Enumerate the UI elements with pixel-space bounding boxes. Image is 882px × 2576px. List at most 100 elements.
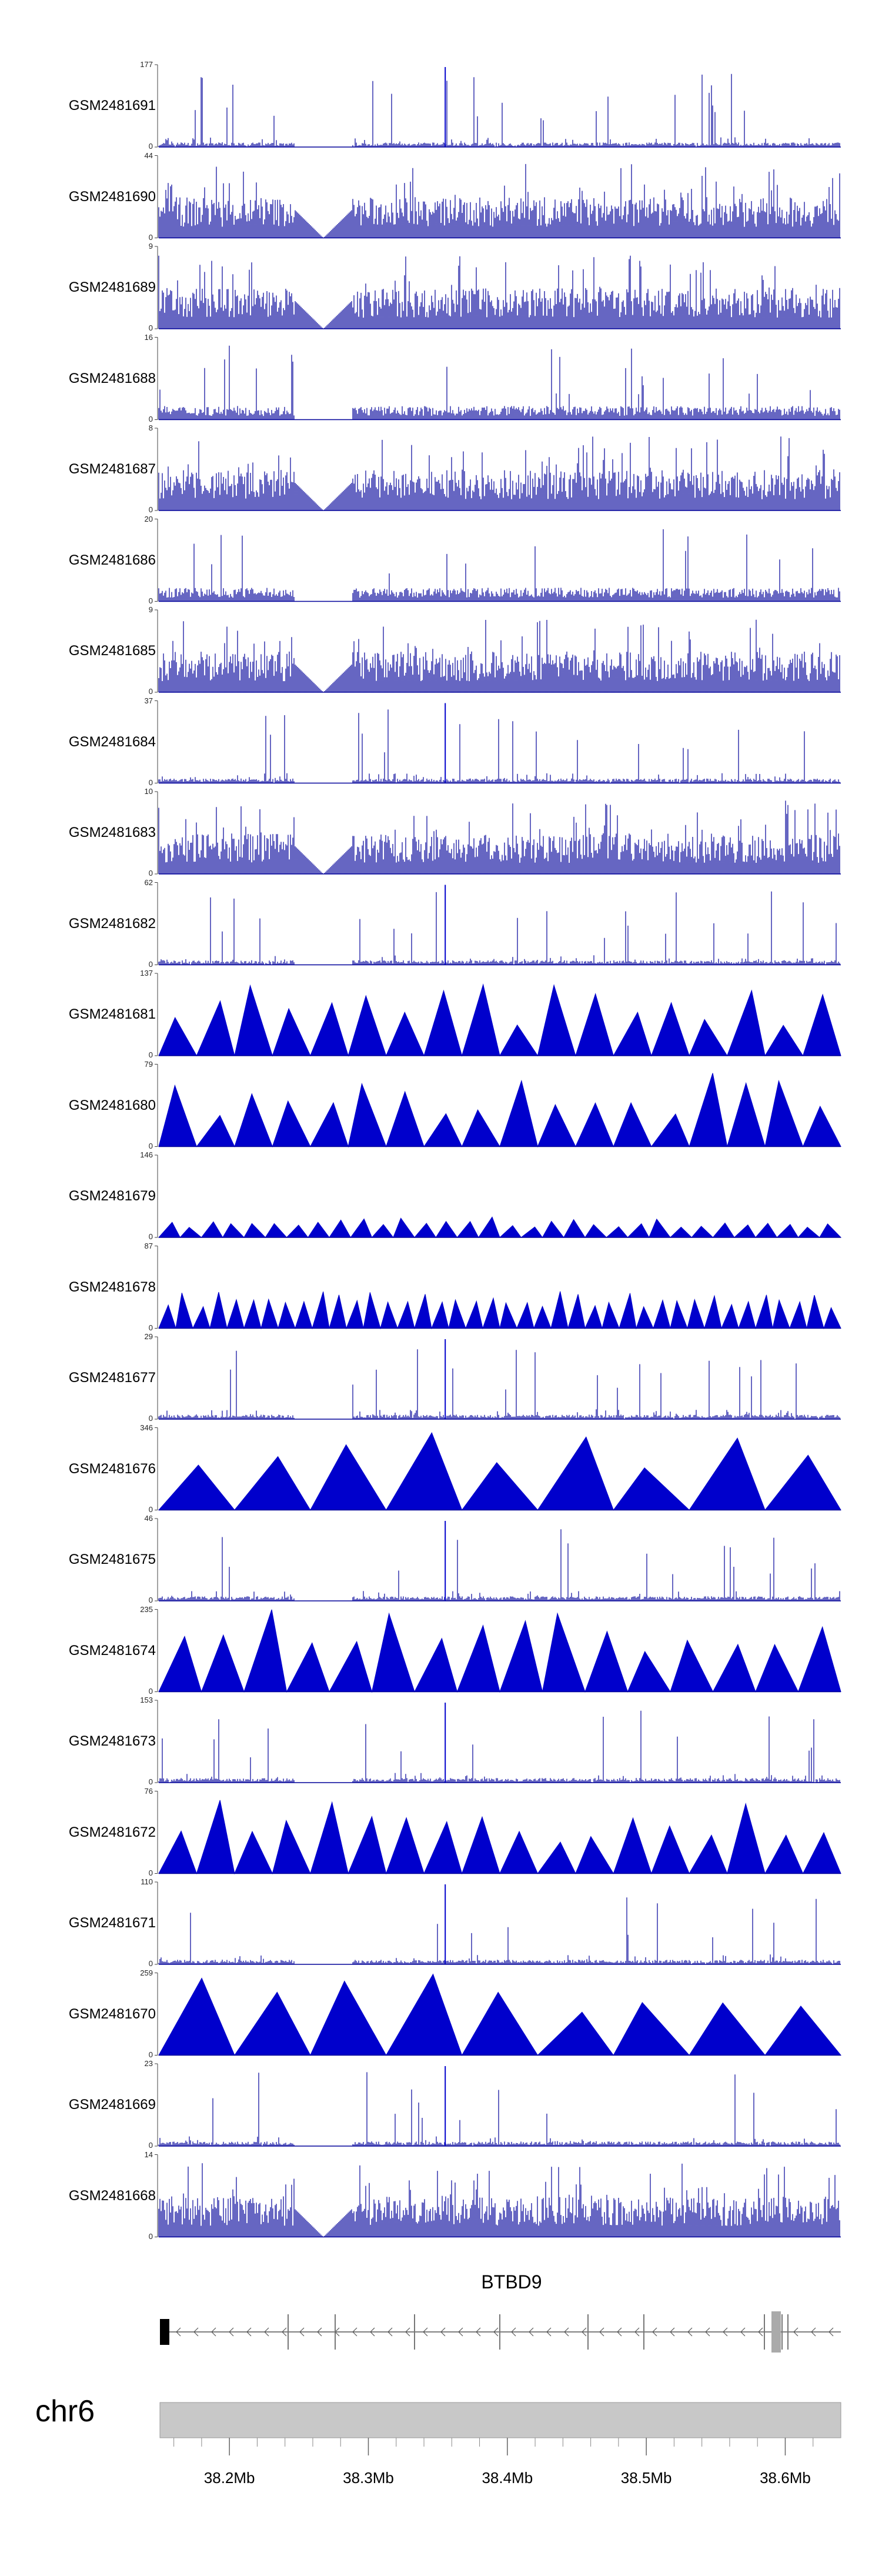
- y-max-tick: 110: [141, 1877, 153, 1886]
- y-min-tick: 0: [148, 1414, 153, 1423]
- coverage-triangles: [158, 1800, 841, 1875]
- y-max-tick: 235: [140, 1604, 153, 1614]
- track-label: GSM2481670: [68, 2006, 156, 2022]
- track-GSM2481672: [155, 1791, 841, 1875]
- y-max-tick: 62: [144, 877, 153, 887]
- track-label: GSM2481683: [68, 825, 156, 840]
- y-max-tick: 146: [140, 1150, 153, 1159]
- strand-arrow: [458, 2327, 463, 2337]
- strand-arrow: [740, 2327, 746, 2337]
- strand-arrow: [546, 2327, 552, 2337]
- genome-axis: [159, 2402, 841, 2455]
- strand-arrow: [229, 2327, 234, 2337]
- y-min-tick: 0: [148, 1323, 153, 1332]
- coverage-signal: [158, 1349, 840, 1419]
- coverage-signal: [158, 255, 840, 329]
- coverage-signal: [158, 529, 840, 602]
- track-GSM2481670: [155, 1973, 842, 2056]
- track-label: GSM2481691: [68, 98, 156, 114]
- y-min-tick: 0: [148, 323, 153, 332]
- track-GSM2481687: [155, 428, 841, 511]
- strand-arrow: [423, 2327, 428, 2337]
- track-label: GSM2481690: [68, 188, 156, 205]
- y-max-tick: 177: [140, 60, 153, 69]
- track-label: GSM2481673: [68, 1733, 156, 1749]
- y-max-tick: 79: [144, 1059, 153, 1069]
- track-GSM2481674: [155, 1609, 841, 1693]
- y-min-tick: 0: [148, 1959, 153, 1968]
- track-GSM2481680: [155, 1064, 841, 1148]
- x-tick-label: 38.5Mb: [620, 2469, 672, 2487]
- gene-exon: [160, 2319, 169, 2345]
- x-tick-label: 38.3Mb: [343, 2469, 394, 2487]
- y-max-tick: 37: [144, 696, 153, 705]
- y-max-tick: 137: [140, 969, 153, 977]
- track-GSM2481676: [155, 1427, 841, 1511]
- coverage-signal: [158, 436, 840, 510]
- y-max-tick: 10: [144, 787, 153, 796]
- coverage-signal: [158, 709, 840, 783]
- y-min-tick: 0: [148, 505, 153, 514]
- track-label: GSM2481679: [68, 1188, 156, 1204]
- track-GSM2481684: [155, 700, 841, 784]
- track-label: GSM2481687: [68, 461, 156, 477]
- coverage-triangles: [158, 1291, 841, 1330]
- y-max-tick: 29: [144, 1332, 153, 1341]
- y-max-tick: 87: [144, 1241, 153, 1250]
- strand-arrow: [264, 2327, 269, 2337]
- y-min-tick: 0: [148, 2141, 153, 2150]
- y-min-tick: 0: [148, 1141, 153, 1150]
- y-max-tick: 46: [144, 1514, 153, 1523]
- coverage-signal: [158, 2072, 840, 2146]
- track-GSM2481679: [155, 1154, 842, 1239]
- y-max-tick: 14: [144, 2150, 153, 2159]
- track-label: GSM2481674: [68, 1642, 156, 1659]
- track-GSM2481691: [155, 64, 841, 148]
- y-max-tick: 153: [140, 1696, 153, 1704]
- coverage-triangles: [158, 1609, 841, 1693]
- x-tick-label: 38.2Mb: [203, 2469, 255, 2487]
- coverage-triangles: [158, 1973, 842, 2056]
- coverage-triangles: [158, 1073, 841, 1148]
- track-label: GSM2481680: [68, 1097, 156, 1113]
- strand-arrow: [811, 2327, 816, 2337]
- y-min-tick: 0: [148, 1504, 153, 1514]
- y-min-tick: 0: [148, 687, 153, 696]
- strand-arrow: [599, 2327, 604, 2337]
- gene-model: [160, 2311, 841, 2353]
- track-label: GSM2481668: [68, 2187, 156, 2204]
- strand-arrow: [317, 2327, 322, 2337]
- track-GSM2481669: [155, 2063, 841, 2147]
- strand-arrow: [440, 2327, 446, 2337]
- coverage-signal: [158, 800, 840, 874]
- strand-arrow: [405, 2327, 410, 2337]
- track-GSM2481681: [155, 973, 841, 1057]
- y-max-tick: 8: [148, 423, 153, 432]
- strand-arrow: [493, 2327, 499, 2337]
- track-label: GSM2481688: [68, 370, 156, 386]
- coverage-signal: [158, 1897, 840, 1964]
- strand-arrow: [193, 2327, 199, 2337]
- strand-arrow: [511, 2327, 516, 2337]
- track-GSM2481678: [155, 1246, 841, 1330]
- strand-arrow: [476, 2327, 481, 2337]
- y-min-tick: 0: [148, 1777, 153, 1786]
- y-min-tick: 0: [148, 1868, 153, 1877]
- coverage-signal: [158, 619, 840, 692]
- strand-arrow: [828, 2327, 834, 2337]
- strand-arrow: [687, 2327, 693, 2337]
- track-GSM2481677: [155, 1336, 841, 1420]
- y-min-tick: 0: [148, 869, 153, 877]
- y-max-tick: 9: [148, 605, 153, 614]
- x-tick-label: 38.6Mb: [760, 2469, 811, 2487]
- y-min-tick: 0: [148, 1686, 153, 1696]
- y-max-tick: 76: [144, 1786, 153, 1796]
- strand-arrow: [299, 2327, 305, 2337]
- track-label: GSM2481675: [68, 1551, 156, 1567]
- strand-arrow: [176, 2327, 181, 2337]
- track-GSM2481690: [155, 155, 841, 239]
- track-label: GSM2481676: [68, 1460, 156, 1477]
- strand-arrow: [723, 2327, 728, 2337]
- track-GSM2481689: [155, 246, 841, 329]
